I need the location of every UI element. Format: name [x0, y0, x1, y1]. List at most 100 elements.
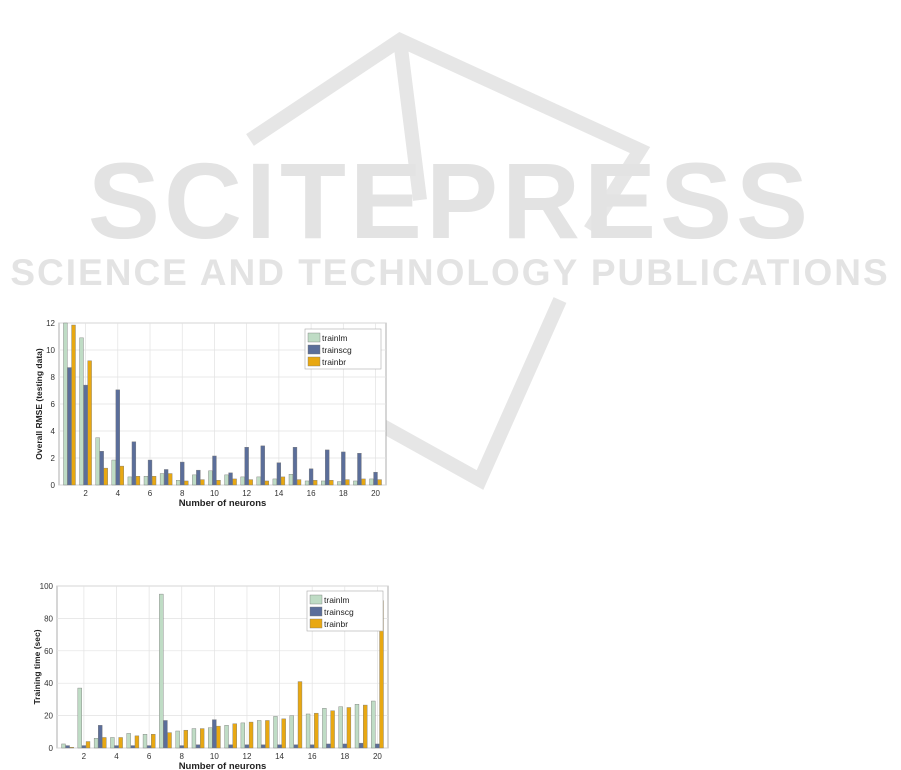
- y-tick-label: 100: [40, 582, 54, 591]
- bar-trainscg: [325, 449, 330, 486]
- y-tick-label: 10: [46, 346, 55, 355]
- bar-trainscg: [130, 745, 135, 749]
- bar-trainscg: [276, 462, 282, 486]
- y-tick-label: 2: [51, 454, 56, 463]
- x-tick-label: 10: [210, 752, 219, 761]
- bar-trainbr: [346, 707, 352, 749]
- bar-trainbr: [363, 704, 368, 749]
- y-tick-label: 80: [44, 614, 53, 623]
- x-tick-label: 4: [116, 489, 121, 498]
- bar-trainlm: [273, 716, 278, 749]
- bar-trainbr: [248, 721, 254, 749]
- x-tick-label: 12: [243, 752, 252, 761]
- y-tick-label: 40: [44, 679, 53, 688]
- bar-trainbr: [281, 718, 286, 749]
- bar-trainlm: [322, 708, 327, 749]
- bar-trainlm: [110, 737, 115, 749]
- bar-trainbr: [200, 479, 205, 486]
- bar-trainscg: [292, 446, 298, 486]
- bar-trainbr: [134, 735, 140, 749]
- bar-trainscg: [146, 745, 152, 749]
- legend-swatch-trainlm: [309, 594, 323, 605]
- bar-trainbr: [314, 712, 319, 749]
- bar-trainbr: [377, 479, 382, 486]
- bar-trainbr: [168, 473, 173, 486]
- bar-trainbr: [248, 479, 253, 486]
- bar-trainlm: [338, 706, 343, 749]
- x-tick-label: 6: [148, 489, 153, 498]
- x-tick-label: 8: [180, 489, 185, 498]
- y-tick-label: 20: [44, 712, 53, 721]
- legend-swatch-trainbr: [307, 356, 321, 367]
- bar-trainlm: [61, 743, 66, 749]
- bar-trainlm: [256, 720, 262, 749]
- bar-trainbr: [184, 480, 189, 486]
- bar-trainbr: [85, 741, 91, 749]
- bar-trainscg: [81, 745, 87, 749]
- bar-trainscg: [373, 471, 378, 486]
- x-tick-label: 20: [371, 489, 380, 498]
- bar-trainbr: [167, 732, 172, 749]
- bar-trainlm: [126, 733, 131, 749]
- bar-trainbr: [280, 476, 286, 486]
- bar-trainscg: [99, 451, 104, 486]
- bar-trainbr: [265, 720, 270, 749]
- rmse-chart: 0 2 4 6 8 10 12 2 4 6 8 10 12 14 16 18 20 Number of neuro…: [34, 319, 387, 509]
- bar-trainlm: [77, 687, 82, 749]
- x-axis-label: Number of neurons: [179, 498, 267, 509]
- bar-trainscg: [261, 744, 266, 749]
- bar-trainlm: [369, 478, 374, 486]
- bar-trainscg: [163, 720, 168, 749]
- bar-trainscg: [83, 384, 88, 486]
- bar-trainscg: [244, 744, 250, 749]
- bar-trainlm: [143, 476, 149, 486]
- bar-trainlm: [63, 322, 68, 486]
- legend-swatch-trainscg: [307, 344, 321, 355]
- bar-trainscg: [228, 472, 233, 486]
- x-tick-label: 14: [274, 489, 283, 498]
- x-tick-label: 4: [114, 752, 119, 761]
- bar-trainlm: [256, 476, 261, 486]
- bar-trainlm: [208, 727, 213, 749]
- bar-trainscg: [341, 451, 346, 486]
- bar-trainscg: [357, 453, 362, 486]
- x-tick-label: 12: [242, 489, 251, 498]
- bar-trainbr: [71, 324, 76, 486]
- bar-trainscg: [147, 459, 153, 486]
- bar-trainscg: [358, 742, 364, 749]
- bar-trainlm: [111, 459, 116, 486]
- bar-trainlm: [159, 593, 164, 749]
- bar-trainscg: [114, 745, 119, 749]
- x-tick-label: 14: [275, 752, 284, 761]
- bar-trainlm: [176, 480, 181, 486]
- bar-trainbr: [119, 465, 124, 486]
- bar-trainbr: [151, 476, 157, 486]
- bar-trainscg: [131, 441, 137, 486]
- bar-trainlm: [93, 738, 99, 749]
- bar-trainbr: [330, 710, 335, 749]
- x-tick-label: 18: [340, 752, 349, 761]
- bar-trainlm: [95, 437, 100, 486]
- x-tick-label: 8: [180, 752, 185, 761]
- bar-trainscg: [326, 743, 331, 749]
- bar-trainlm: [354, 704, 360, 749]
- bar-trainscg: [180, 461, 185, 486]
- bar-trainlm: [321, 480, 326, 486]
- bar-trainscg: [196, 469, 201, 486]
- bar-trainbr: [135, 476, 141, 486]
- bar-trainlm: [127, 476, 132, 486]
- bar-trainbr: [329, 480, 334, 486]
- bar-trainbr: [118, 737, 123, 749]
- y-tick-label: 12: [46, 319, 55, 328]
- bar-trainscg: [65, 745, 70, 749]
- bar-trainscg: [179, 745, 184, 749]
- bar-trainscg: [163, 469, 169, 486]
- x-tick-label: 10: [210, 489, 219, 498]
- bar-trainbr: [232, 478, 237, 486]
- legend-label-trainlm: trainlm: [324, 595, 350, 605]
- bar-trainbr: [264, 480, 269, 486]
- bar-trainbr: [297, 681, 303, 749]
- legend-label-trainbr: trainbr: [322, 357, 346, 367]
- bar-trainlm: [288, 473, 294, 486]
- bar-trainbr: [296, 479, 302, 486]
